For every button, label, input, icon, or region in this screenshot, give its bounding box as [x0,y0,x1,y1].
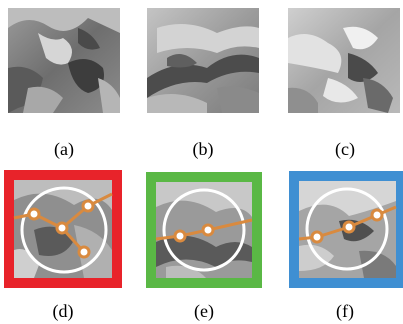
graph-node [81,199,95,213]
graph-node [55,221,69,235]
caption-b: (b) [192,139,214,159]
graph-node [77,245,91,259]
caption-c: (c) [335,139,355,159]
graph-node [27,207,41,221]
graph-panel-d [4,170,122,288]
roi-circle [162,188,246,272]
graph-node [370,208,384,222]
graph-node [201,223,215,237]
graph-panel-e [146,172,262,288]
graph-node [342,220,356,234]
terrain-patch-a [8,8,120,113]
terrain-patch-c [288,8,400,113]
caption-d: (d) [52,301,74,321]
graph-panel-f [289,171,403,288]
caption-e: (e) [194,301,214,321]
terrain-patch-b [147,8,259,113]
caption-f: (f) [336,301,354,321]
caption-a: (a) [54,139,74,159]
roi-circle [305,187,389,271]
graph-node [310,230,324,244]
roi-circle [20,186,108,274]
graph-node [173,229,187,243]
